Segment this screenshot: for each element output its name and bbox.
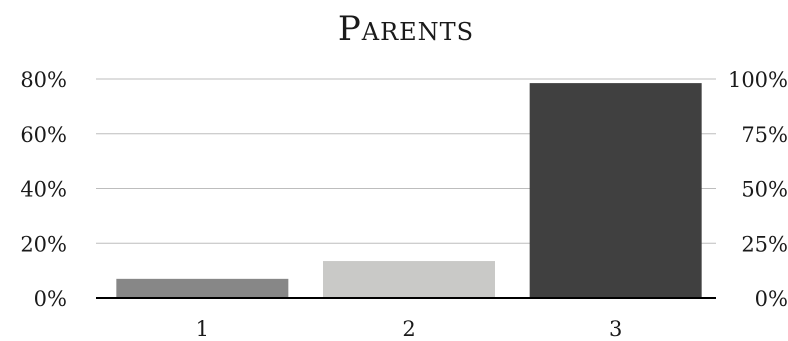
bar-3	[529, 83, 702, 298]
y-tick-label-right: 75%	[741, 123, 788, 147]
bar-1	[116, 278, 289, 298]
x-tick-label: 3	[609, 317, 622, 341]
bar-2	[323, 261, 495, 298]
y-tick-label-right: 25%	[741, 232, 788, 256]
y-tick-label-left: 0%	[34, 287, 67, 311]
y-tick-label-left: 40%	[20, 178, 67, 202]
y-tick-label-left: 20%	[20, 232, 67, 256]
y-tick-label-right: 0%	[755, 287, 788, 311]
y-tick-label-left: 60%	[20, 123, 67, 147]
y-tick-label-left: 80%	[20, 68, 67, 92]
y-tick-label-right: 100%	[728, 68, 788, 92]
x-axis-ticks: 1 2 3	[196, 317, 623, 341]
y-tick-label-right: 50%	[741, 178, 788, 202]
x-tick-label: 2	[402, 317, 415, 341]
chart-title: Parents	[338, 9, 474, 49]
bars	[116, 83, 702, 298]
y-axis-left-ticks: 0% 20% 40% 60% 80%	[20, 68, 67, 311]
y-axis-right-ticks: 0% 25% 50% 75% 100%	[728, 68, 788, 311]
x-tick-label: 1	[196, 317, 209, 341]
